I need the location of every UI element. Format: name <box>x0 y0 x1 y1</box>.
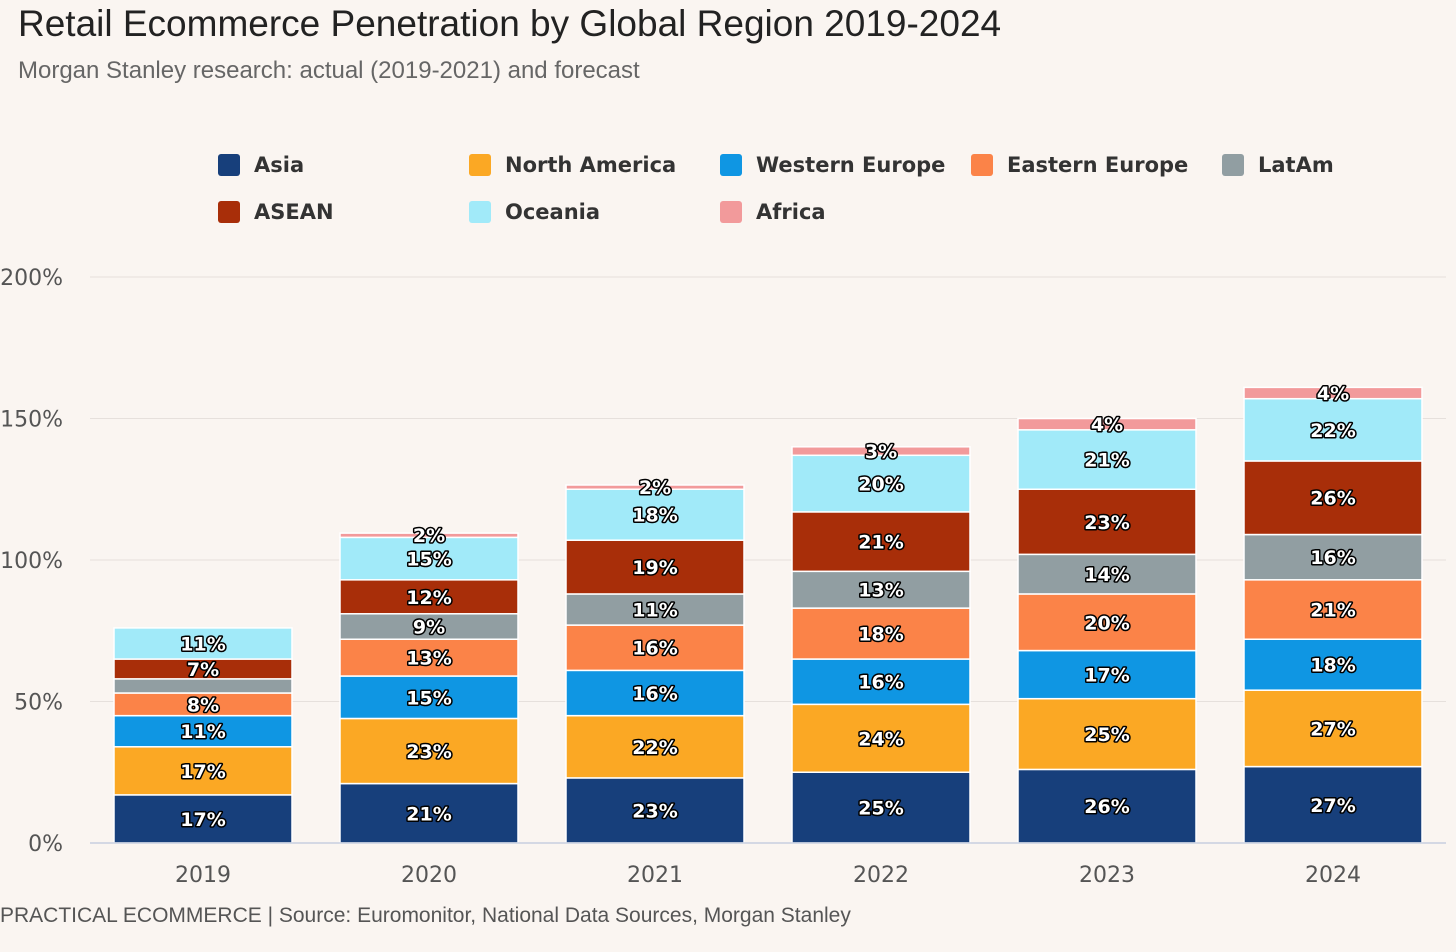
bar-segment-asia-2021 <box>565 777 745 844</box>
data-label: 15% <box>406 549 451 571</box>
y-tick-label: 50% <box>14 691 63 716</box>
data-label: 25% <box>1084 724 1129 746</box>
bar-segment-western-europe-2019 <box>113 714 293 748</box>
bar-segment-asean-2024 <box>1243 460 1423 536</box>
data-label: 11% <box>632 600 677 622</box>
y-tick-label: 0% <box>28 832 63 857</box>
x-tick-label: 2023 <box>1079 863 1135 888</box>
bar-segment-eastern-europe-2022 <box>791 607 971 660</box>
bar-segment-western-europe-2021 <box>565 669 745 717</box>
x-tick-label: 2021 <box>627 863 683 888</box>
bar-segment-north-america-2022 <box>791 703 971 774</box>
data-label: 26% <box>1310 488 1355 510</box>
data-label: 18% <box>858 624 903 646</box>
data-label: 17% <box>180 809 225 831</box>
bar-segment-africa-2024 <box>1243 386 1423 400</box>
data-label: 2% <box>413 525 445 547</box>
data-labels: 17%17%11%8%7%11%21%23%15%13%9%12%15%2%23… <box>179 382 1357 833</box>
data-label: 20% <box>858 474 903 496</box>
data-label: 18% <box>632 505 677 527</box>
bar-segment-asean-2021 <box>565 539 745 595</box>
x-tick-label: 2020 <box>401 863 457 888</box>
data-label: 17% <box>180 761 225 783</box>
bar-segment-western-europe-2023 <box>1017 649 1197 700</box>
data-label: 7% <box>187 659 219 681</box>
bars <box>113 386 1423 844</box>
data-label: 17% <box>1084 665 1129 687</box>
grid-lines <box>90 276 1446 702</box>
data-label: 8% <box>187 694 219 716</box>
y-tick-label: 100% <box>0 549 63 574</box>
bar-segment-africa-2023 <box>1017 417 1197 431</box>
data-label: 16% <box>1310 547 1355 569</box>
data-label: 21% <box>858 532 903 554</box>
bar-segment-latam-2023 <box>1017 553 1197 595</box>
bar-segment-africa-2020 <box>339 532 519 539</box>
x-tick-label: 2019 <box>175 863 231 888</box>
bar-segment-asean-2022 <box>791 511 971 573</box>
x-tick-label: 2022 <box>853 863 909 888</box>
data-label: 25% <box>858 798 903 820</box>
data-label: 23% <box>632 800 677 822</box>
data-label: 21% <box>1310 600 1355 622</box>
data-label: 11% <box>180 721 225 743</box>
bar-segment-western-europe-2024 <box>1243 638 1423 691</box>
x-tick-label: 2024 <box>1305 863 1361 888</box>
data-label: 15% <box>406 687 451 709</box>
bar-segment-north-america-2020 <box>339 717 519 785</box>
data-label: 13% <box>406 648 451 670</box>
data-label: 23% <box>1084 512 1129 534</box>
bar-segment-oceania-2023 <box>1017 429 1197 491</box>
axes: 0% 50% 100% 150% 200% 2019 2020 2021 2022 2023 202… <box>0 266 1446 888</box>
data-label: 24% <box>858 728 903 750</box>
bar-segment-africa-2021 <box>565 484 745 491</box>
data-label: 16% <box>632 638 677 660</box>
data-label: 19% <box>632 557 677 579</box>
data-label: 18% <box>1310 655 1355 677</box>
data-label: 9% <box>413 617 445 639</box>
data-label: 11% <box>180 633 225 655</box>
y-tick-label: 200% <box>0 266 63 291</box>
bar-segment-eastern-europe-2023 <box>1017 593 1197 652</box>
bar-segment-north-america-2024 <box>1243 689 1423 768</box>
data-label: 21% <box>1084 450 1129 472</box>
data-label: 14% <box>1084 564 1129 586</box>
bar-segment-latam-2022 <box>791 570 971 609</box>
data-label: 22% <box>1310 420 1355 442</box>
data-label: 21% <box>406 803 451 825</box>
bar-segment-western-europe-2020 <box>339 675 519 720</box>
bar-segment-north-america-2023 <box>1017 697 1197 771</box>
bar-segment-oceania-2019 <box>113 627 293 660</box>
source-footer: PRACTICAL ECOMMERCE | Source: Euromonito… <box>0 904 851 927</box>
data-label: 22% <box>632 737 677 759</box>
data-label: 2% <box>639 477 671 499</box>
data-label: 13% <box>858 580 903 602</box>
bar-segment-latam-2024 <box>1243 533 1423 581</box>
data-label: 27% <box>1310 718 1355 740</box>
data-label: 23% <box>406 741 451 763</box>
data-label: 26% <box>1084 796 1129 818</box>
data-label: 16% <box>858 672 903 694</box>
data-label: 12% <box>406 587 451 609</box>
chart-subtitle: Morgan Stanley research: actual (2019-20… <box>18 57 640 84</box>
data-label: 3% <box>865 441 897 463</box>
bar-segment-latam-2021 <box>565 593 745 626</box>
bar-segment-north-america-2019 <box>113 746 293 796</box>
bar-segment-eastern-europe-2024 <box>1243 579 1423 640</box>
bar-segment-africa-2022 <box>791 446 971 457</box>
y-tick-label: 150% <box>0 408 63 433</box>
bar-segment-asean-2023 <box>1017 488 1197 556</box>
data-label: 20% <box>1084 612 1129 634</box>
data-label: 27% <box>1310 795 1355 817</box>
bar-segment-latam-2019 <box>113 678 293 694</box>
bar-segment-asia-2019 <box>113 794 293 844</box>
data-label: 4% <box>1091 414 1123 436</box>
data-label: 4% <box>1317 383 1349 405</box>
chart-title: Retail Ecommerce Penetration by Global R… <box>18 3 1002 44</box>
data-label: 16% <box>632 683 677 705</box>
